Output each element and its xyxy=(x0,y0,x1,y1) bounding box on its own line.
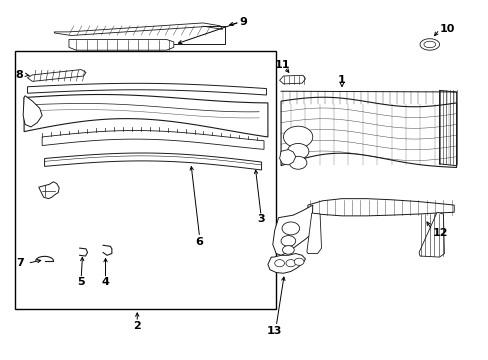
Text: 4: 4 xyxy=(102,277,109,287)
Polygon shape xyxy=(272,205,312,255)
Polygon shape xyxy=(23,96,42,127)
Circle shape xyxy=(283,126,312,148)
Text: 6: 6 xyxy=(195,237,203,247)
Polygon shape xyxy=(27,69,86,81)
Polygon shape xyxy=(27,83,266,95)
Bar xyxy=(15,51,276,309)
Text: 7: 7 xyxy=(16,258,24,268)
Text: 12: 12 xyxy=(431,228,447,238)
Polygon shape xyxy=(54,23,222,36)
Text: 8: 8 xyxy=(15,70,23,80)
Polygon shape xyxy=(418,212,444,257)
Text: 5: 5 xyxy=(77,277,85,287)
Polygon shape xyxy=(24,95,267,137)
Polygon shape xyxy=(69,40,173,50)
Text: 10: 10 xyxy=(439,24,454,35)
Polygon shape xyxy=(281,97,456,167)
Circle shape xyxy=(285,260,295,267)
Polygon shape xyxy=(42,131,264,149)
Text: 9: 9 xyxy=(239,17,247,27)
Polygon shape xyxy=(307,199,453,216)
Polygon shape xyxy=(279,149,295,165)
Polygon shape xyxy=(423,41,435,48)
Circle shape xyxy=(289,156,306,169)
Circle shape xyxy=(294,258,304,265)
Text: 1: 1 xyxy=(338,75,345,85)
Text: 13: 13 xyxy=(266,325,282,336)
Circle shape xyxy=(282,246,294,254)
Polygon shape xyxy=(419,39,439,50)
Circle shape xyxy=(287,143,308,159)
Circle shape xyxy=(274,260,284,267)
Circle shape xyxy=(282,222,299,235)
Polygon shape xyxy=(306,213,321,253)
Circle shape xyxy=(281,235,295,246)
Polygon shape xyxy=(39,182,59,199)
Polygon shape xyxy=(44,153,261,170)
Text: 2: 2 xyxy=(133,321,141,331)
Polygon shape xyxy=(279,75,305,84)
Text: 11: 11 xyxy=(274,60,290,70)
Polygon shape xyxy=(267,253,305,273)
Text: 3: 3 xyxy=(257,215,265,224)
